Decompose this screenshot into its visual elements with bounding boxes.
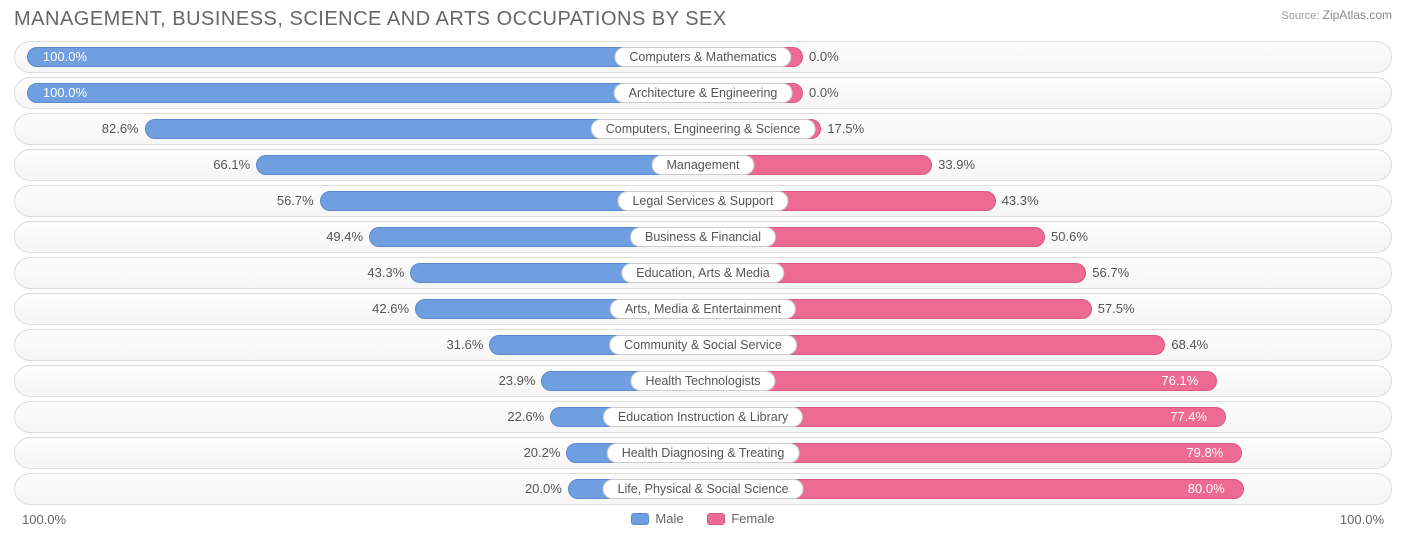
female-bar — [703, 371, 1217, 391]
female-value: 76.1% — [1161, 373, 1198, 388]
female-value: 50.6% — [1051, 229, 1088, 244]
chart-header: MANAGEMENT, BUSINESS, SCIENCE AND ARTS O… — [14, 8, 1392, 31]
female-value: 68.4% — [1171, 337, 1208, 352]
chart-footer: 100.0% Male Female 100.0% — [14, 511, 1392, 528]
diverging-bar-chart: 100.0% 0.0% Computers & Mathematics 100.0% 0… — [14, 41, 1392, 505]
category-label: Education, Arts & Media — [621, 263, 784, 283]
category-label: Arts, Media & Entertainment — [610, 299, 796, 319]
male-value: 56.7% — [277, 193, 314, 208]
female-value: 80.0% — [1188, 481, 1225, 496]
male-value: 20.2% — [524, 445, 561, 460]
male-bar — [256, 155, 703, 175]
legend-male: Male — [631, 511, 683, 526]
category-label: Legal Services & Support — [617, 191, 788, 211]
category-label: Life, Physical & Social Science — [603, 479, 804, 499]
chart-row: 56.7% 43.3% Legal Services & Support — [14, 185, 1392, 217]
female-value: 43.3% — [1002, 193, 1039, 208]
female-value: 56.7% — [1092, 265, 1129, 280]
legend-male-swatch — [631, 513, 649, 525]
female-value: 33.9% — [938, 157, 975, 172]
male-value: 20.0% — [525, 481, 562, 496]
category-label: Business & Financial — [630, 227, 776, 247]
male-value: 43.3% — [367, 265, 404, 280]
legend-male-label: Male — [655, 511, 683, 526]
chart-row: 31.6% 68.4% Community & Social Service — [14, 329, 1392, 361]
legend-female: Female — [707, 511, 774, 526]
chart-row: 20.0% 80.0% Life, Physical & Social Scienc… — [14, 473, 1392, 505]
chart-row: 22.6% 77.4% Education Instruction & Librar… — [14, 401, 1392, 433]
chart-row: 82.6% 17.5% Computers, Engineering & Scien… — [14, 113, 1392, 145]
female-value: 77.4% — [1170, 409, 1207, 424]
male-value: 49.4% — [326, 229, 363, 244]
female-value: 57.5% — [1098, 301, 1135, 316]
legend-female-swatch — [707, 513, 725, 525]
source-value: ZipAtlas.com — [1323, 8, 1392, 22]
chart-row: 100.0% 0.0% Architecture & Engineering — [14, 77, 1392, 109]
chart-row: 42.6% 57.5% Arts, Media & Entertainment — [14, 293, 1392, 325]
male-value: 31.6% — [447, 337, 484, 352]
chart-row: 23.9% 76.1% Health Technologists — [14, 365, 1392, 397]
chart-row: 100.0% 0.0% Computers & Mathematics — [14, 41, 1392, 73]
category-label: Computers, Engineering & Science — [591, 119, 816, 139]
source-credit: Source: ZipAtlas.com — [1281, 8, 1392, 24]
axis-min-label: 100.0% — [14, 512, 66, 527]
category-label: Architecture & Engineering — [614, 83, 793, 103]
female-value: 79.8% — [1186, 445, 1223, 460]
male-value: 22.6% — [507, 409, 544, 424]
category-label: Community & Social Service — [609, 335, 797, 355]
axis-max-label: 100.0% — [1340, 512, 1392, 527]
chart-row: 49.4% 50.6% Business & Financial — [14, 221, 1392, 253]
male-bar — [27, 83, 703, 103]
female-value: 0.0% — [809, 49, 839, 64]
chart-row: 43.3% 56.7% Education, Arts & Media — [14, 257, 1392, 289]
male-bar — [27, 47, 703, 67]
chart-row: 20.2% 79.8% Health Diagnosing & Treating — [14, 437, 1392, 469]
male-value: 100.0% — [43, 85, 87, 100]
category-label: Health Diagnosing & Treating — [607, 443, 800, 463]
category-label: Education Instruction & Library — [603, 407, 803, 427]
male-value: 66.1% — [213, 157, 250, 172]
category-label: Computers & Mathematics — [614, 47, 791, 67]
female-value: 17.5% — [827, 121, 864, 136]
male-value: 42.6% — [372, 301, 409, 316]
chart-row: 66.1% 33.9% Management — [14, 149, 1392, 181]
male-value: 23.9% — [499, 373, 536, 388]
source-label: Source: — [1281, 10, 1319, 22]
category-label: Health Technologists — [630, 371, 775, 391]
category-label: Management — [652, 155, 755, 175]
female-value: 0.0% — [809, 85, 839, 100]
male-value: 82.6% — [102, 121, 139, 136]
legend-female-label: Female — [731, 511, 774, 526]
legend: Male Female — [66, 511, 1340, 528]
chart-title: MANAGEMENT, BUSINESS, SCIENCE AND ARTS O… — [14, 8, 727, 31]
male-value: 100.0% — [43, 49, 87, 64]
